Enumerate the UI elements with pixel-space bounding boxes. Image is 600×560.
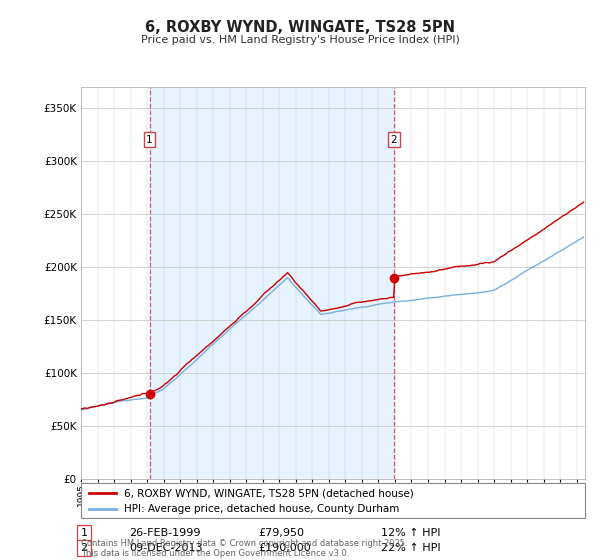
Text: 26-FEB-1999: 26-FEB-1999: [129, 528, 200, 538]
Text: 09-DEC-2013: 09-DEC-2013: [129, 543, 203, 553]
Text: 1: 1: [146, 135, 153, 145]
Text: £79,950: £79,950: [258, 528, 304, 538]
Text: Price paid vs. HM Land Registry's House Price Index (HPI): Price paid vs. HM Land Registry's House …: [140, 35, 460, 45]
Text: 12% ↑ HPI: 12% ↑ HPI: [381, 528, 440, 538]
Bar: [149, 87, 394, 479]
Text: HPI: Average price, detached house, County Durham: HPI: Average price, detached house, Coun…: [124, 505, 399, 514]
Text: 2: 2: [391, 135, 397, 145]
Text: 2: 2: [80, 543, 88, 553]
Text: £190,000: £190,000: [258, 543, 311, 553]
Text: 6, ROXBY WYND, WINGATE, TS28 5PN: 6, ROXBY WYND, WINGATE, TS28 5PN: [145, 20, 455, 35]
Text: 6, ROXBY WYND, WINGATE, TS28 5PN (detached house): 6, ROXBY WYND, WINGATE, TS28 5PN (detach…: [124, 488, 413, 498]
Text: 1: 1: [80, 528, 88, 538]
Text: 22% ↑ HPI: 22% ↑ HPI: [381, 543, 440, 553]
Text: Contains HM Land Registry data © Crown copyright and database right 2025.
This d: Contains HM Land Registry data © Crown c…: [81, 539, 407, 558]
